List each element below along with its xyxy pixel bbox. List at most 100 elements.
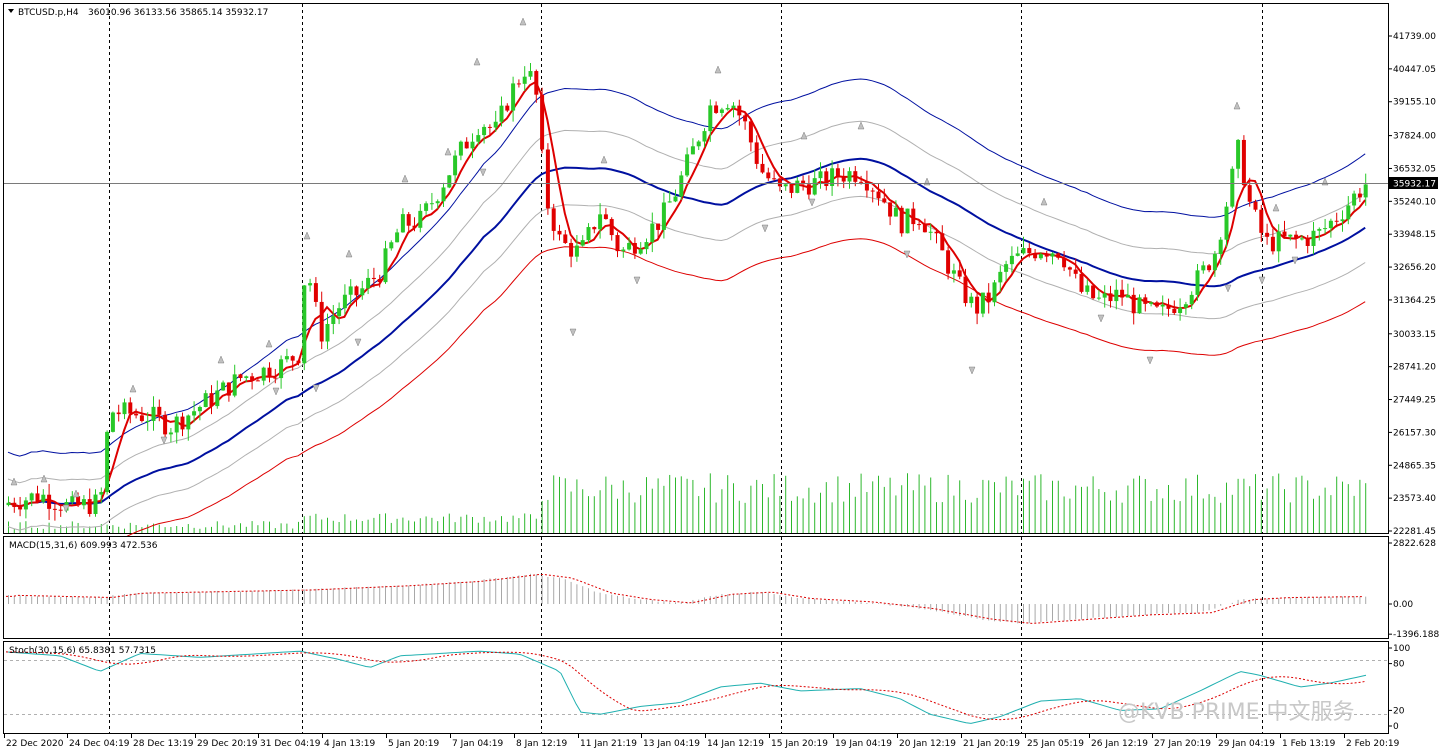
- candle-body: [992, 282, 997, 303]
- candle-body: [1276, 231, 1281, 252]
- time-tick-label: 13 Jan 04:19: [643, 739, 700, 749]
- candle-body: [192, 411, 197, 416]
- candle-body: [621, 249, 626, 252]
- candle-body: [586, 227, 591, 241]
- stoch-panel[interactable]: Stoch(30,15,6) 65.8381 57.7315: [3, 641, 1389, 734]
- candle-body: [244, 376, 249, 379]
- candle-body: [1073, 269, 1078, 274]
- candle-body: [835, 168, 840, 178]
- candle-body: [644, 242, 649, 250]
- candle-body: [563, 234, 568, 243]
- candle-body: [748, 121, 753, 143]
- candle-body: [998, 271, 1003, 283]
- candle-body: [441, 187, 446, 202]
- candle-body: [685, 154, 690, 176]
- price-axis[interactable]: 41739.00 40447.05 39155.10 37824.00 36532.05…: [1388, 32, 1436, 537]
- candle-body: [476, 135, 481, 142]
- price-tick-label: 41739.00: [1393, 32, 1436, 42]
- price-tick-label: 26157.30: [1393, 428, 1436, 438]
- candle-body: [783, 184, 788, 187]
- candle-body: [511, 83, 516, 111]
- fractal-arrows: [10, 17, 1329, 513]
- candle-body: [870, 190, 875, 192]
- candle-body: [139, 415, 144, 422]
- fractal-up-icon: [473, 57, 481, 66]
- candle-body: [377, 279, 382, 283]
- macd-signal-line: [6, 573, 1363, 624]
- candle-body: [1120, 289, 1125, 298]
- candle-body: [540, 94, 545, 150]
- candle-body: [203, 393, 208, 407]
- fractal-up-icon: [1272, 203, 1280, 212]
- candle-body: [1125, 294, 1130, 298]
- fractal-down-icon: [312, 384, 320, 393]
- candle-body: [1270, 236, 1275, 252]
- candle-body: [795, 180, 800, 193]
- candle-body: [650, 223, 655, 243]
- candle-body: [81, 499, 86, 506]
- time-tick-label: 11 Jan 21:19: [580, 739, 637, 749]
- time-tick-label: 26 Jan 12:19: [1091, 739, 1148, 749]
- candle-body: [1056, 253, 1061, 258]
- price-tick-label: 37824.00: [1393, 132, 1436, 142]
- candle-body: [951, 270, 956, 274]
- fractal-up-icon: [519, 17, 527, 26]
- time-tick-label: 2 Feb 20:19: [1346, 739, 1400, 749]
- time-tick-label: 19 Jan 04:19: [835, 739, 892, 749]
- fractal-up-icon: [72, 489, 80, 498]
- candle-body: [116, 412, 121, 415]
- candle-body: [1236, 139, 1241, 169]
- candle-body: [917, 224, 922, 226]
- time-tick-label: 29 Dec 20:19: [197, 739, 258, 749]
- candle-body: [911, 208, 916, 225]
- candle-body: [250, 376, 255, 381]
- candle-body: [719, 109, 724, 113]
- candle-body: [110, 412, 115, 432]
- volume-bars: [8, 473, 1367, 533]
- candle-body: [134, 413, 139, 416]
- chart-menu-triangle-icon[interactable]: [8, 9, 14, 13]
- candle-body: [766, 172, 771, 179]
- fractal-down-icon: [1224, 284, 1232, 293]
- macd-histogram: [8, 573, 1367, 624]
- candle-body: [905, 208, 910, 234]
- candle-body: [545, 149, 550, 209]
- candle-body: [1363, 184, 1368, 198]
- candle-body: [598, 214, 603, 230]
- candle-body: [818, 171, 823, 179]
- candle-body: [522, 76, 527, 84]
- price-panel[interactable]: BTCUSD.p,H4 36010.96 36133.56 35865.14 3…: [3, 3, 1389, 558]
- time-axis[interactable]: 22 Dec 2020 24 Dec 04:19 28 Dec 13:19 29 De…: [4, 734, 1400, 749]
- candle-body: [737, 105, 742, 116]
- fractal-up-icon: [401, 174, 409, 183]
- candle-body: [470, 141, 475, 149]
- fractal-down-icon: [1291, 256, 1299, 265]
- candle-body: [93, 494, 98, 515]
- candle-body: [383, 248, 388, 283]
- candle-body: [1114, 289, 1119, 302]
- fractal-up-icon: [1233, 101, 1241, 110]
- candle-body: [1004, 264, 1009, 272]
- candle-body: [209, 393, 214, 407]
- candle-body: [980, 292, 985, 314]
- candle-body: [238, 374, 243, 379]
- candle-body: [551, 208, 556, 231]
- candle-body: [940, 233, 945, 251]
- candle-body: [708, 105, 713, 132]
- candle-body: [574, 245, 579, 257]
- macd-panel[interactable]: MACD(15,31,6) 609.993 472.536: [3, 536, 1389, 639]
- fractal-up-icon: [303, 231, 311, 240]
- fractal-up-icon: [217, 355, 225, 364]
- candle-body: [12, 502, 17, 508]
- candle-body: [1265, 232, 1270, 237]
- candle-body: [1340, 219, 1345, 222]
- stoch-label: Stoch(30,15,6) 65.8381 57.7315: [9, 646, 156, 656]
- candle-body: [1212, 254, 1217, 271]
- candle-body: [1091, 285, 1096, 299]
- candle-body: [360, 288, 365, 296]
- candle-body: [841, 177, 846, 182]
- candle-body: [255, 380, 260, 382]
- candle-body: [331, 316, 336, 324]
- candle-body: [412, 225, 417, 228]
